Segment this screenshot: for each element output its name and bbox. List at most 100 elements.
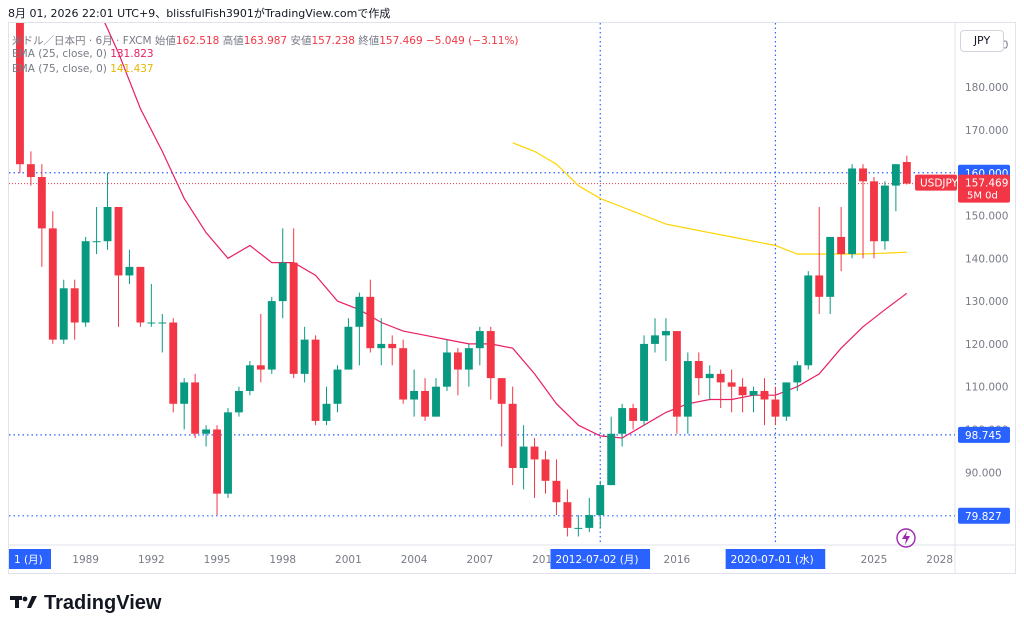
candle-body — [278, 262, 287, 302]
candle-74 — [815, 206, 824, 314]
candle-72 — [793, 361, 802, 391]
candle-52 — [574, 515, 583, 537]
candle-body — [311, 339, 320, 421]
legend-close-label: 終値 — [358, 35, 380, 47]
candle-body — [16, 23, 24, 165]
candle-51 — [563, 489, 572, 537]
price-tick-7: 120.000 — [965, 339, 1008, 351]
candle-body — [224, 412, 232, 494]
chart-frame[interactable] — [8, 22, 1016, 574]
candle-body — [771, 399, 780, 417]
time-highlight-11 — [725, 549, 826, 569]
candle-7 — [81, 236, 90, 327]
candle-82 — [902, 155, 911, 185]
candle-29 — [322, 386, 331, 426]
candle-49 — [541, 450, 550, 494]
candle-73 — [804, 271, 813, 370]
candle-33 — [366, 279, 375, 353]
currency-button[interactable]: JPY — [960, 30, 1004, 52]
candle-14 — [158, 313, 167, 353]
price-tick-8: 110.000 — [965, 382, 1008, 394]
legend-close: 157.469 — [379, 35, 423, 47]
time-highlight-0 — [9, 549, 51, 569]
candle-body — [81, 241, 90, 323]
candle-body — [37, 177, 46, 229]
candle-59 — [651, 318, 659, 353]
time-tick-10: 2016 — [664, 554, 691, 566]
candle-body — [749, 390, 758, 396]
candle-body — [26, 164, 35, 178]
candle-62 — [683, 352, 692, 434]
price-badge-label-1: 98.745 — [965, 430, 1002, 442]
candle-body — [497, 378, 506, 404]
candle-10 — [114, 206, 123, 327]
symbol-badge — [915, 174, 957, 191]
candle-body — [848, 168, 857, 255]
time-tick-1: 1989 — [72, 554, 99, 566]
ema75-label: EMA (75, close, 0) — [12, 63, 107, 75]
candle-20 — [224, 408, 232, 498]
candle-body — [180, 382, 189, 404]
candle-61 — [672, 331, 681, 434]
candle-body — [92, 241, 101, 243]
lightning-icon[interactable] — [896, 528, 916, 548]
price-tick-4: 150.000 — [965, 211, 1008, 223]
candle-body — [234, 390, 243, 413]
legend-low-label: 安値 — [290, 35, 312, 47]
candle-26 — [289, 228, 298, 379]
legend-ema75[interactable]: EMA (75, close, 0) 141.437 — [12, 63, 154, 75]
candle-13 — [147, 284, 156, 327]
candle-50 — [552, 459, 561, 516]
candle-78 — [859, 164, 867, 259]
candle-body — [377, 343, 386, 349]
candle-body — [618, 408, 627, 434]
candle-body — [333, 369, 342, 404]
candle-2 — [26, 151, 35, 186]
candle-body — [136, 266, 145, 323]
candle-64 — [705, 365, 714, 400]
legend-change: −5.049 (−3.11%) — [425, 35, 519, 47]
tradingview-logo-icon — [10, 591, 38, 615]
candle-58 — [640, 335, 648, 426]
candle-80 — [880, 181, 889, 250]
candle-4 — [48, 211, 57, 344]
candle-body — [870, 181, 878, 242]
tradingview-brand: TradingView — [44, 591, 162, 614]
candle-46 — [508, 386, 517, 486]
candle-40 — [443, 339, 451, 391]
candle-81 — [891, 164, 900, 212]
candle-body — [399, 348, 408, 400]
candle-body — [716, 373, 725, 383]
candle-body — [147, 322, 156, 324]
candle-38 — [421, 378, 430, 421]
candle-37 — [410, 369, 419, 417]
candle-body — [563, 502, 572, 528]
time-tick-7: 2007 — [466, 554, 493, 566]
candle-body — [191, 382, 200, 434]
time-tick-11: 2020-07-01 (水) — [731, 554, 814, 566]
candle-body — [289, 262, 298, 374]
ema25-line — [104, 23, 908, 439]
candle-41 — [453, 348, 462, 396]
candle-body — [585, 515, 594, 528]
candle-body — [245, 365, 254, 391]
ema25-value: 131.823 — [110, 48, 154, 60]
candle-28 — [311, 335, 320, 426]
candle-body — [804, 275, 813, 366]
candle-68 — [749, 386, 758, 413]
candle-39 — [432, 378, 440, 417]
candle-45 — [497, 378, 506, 447]
legend-high: 163.987 — [243, 35, 288, 47]
candle-body — [158, 322, 167, 324]
candle-body — [651, 335, 659, 344]
legend-ema25[interactable]: EMA (25, close, 0) 131.823 — [12, 48, 154, 60]
last-price-badge — [958, 174, 1010, 203]
candle-body — [432, 386, 440, 417]
ema75-line — [512, 142, 907, 255]
time-tick-2: 1992 — [138, 554, 165, 566]
candle-body — [355, 296, 364, 327]
candle-body — [388, 343, 397, 349]
candle-body — [552, 480, 561, 503]
candle-48 — [530, 438, 539, 498]
